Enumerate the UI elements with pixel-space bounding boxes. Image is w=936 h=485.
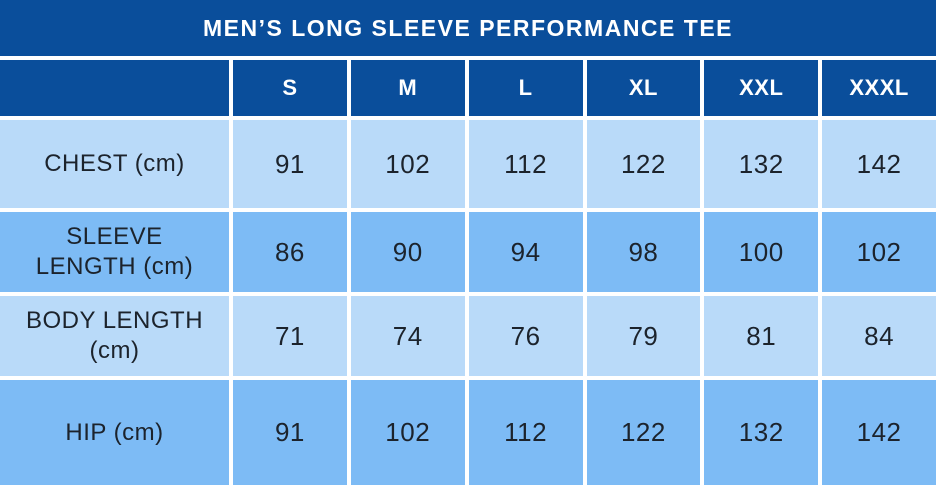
row-label-hip: HIP (cm) [0,380,229,485]
row-label-body-length: BODY LENGTH (cm) [0,296,229,376]
column-header-l: L [468,60,583,116]
body-length-xxxl-value: 84 [822,296,936,376]
body-length-l-value: 76 [468,296,583,376]
hip-xxl-value: 132 [704,380,819,485]
chest-l-value: 112 [468,120,583,208]
sleeve-length-s-value: 86 [233,212,347,292]
chart-title: MEN’S LONG SLEEVE PERFORMANCE TEE [0,0,936,56]
hip-m-value: 102 [350,380,465,485]
body-length-s-value: 71 [233,296,347,376]
body-length-xxl-value: 81 [704,296,819,376]
column-header-s: S [233,60,347,116]
column-header-m: M [350,60,465,116]
chest-xxl-value: 132 [704,120,819,208]
sleeve-length-xxl-value: 100 [704,212,819,292]
sleeve-length-l-value: 94 [468,212,583,292]
sleeve-length-m-value: 90 [350,212,465,292]
body-length-xl-value: 79 [586,296,701,376]
sleeve-length-xl-value: 98 [586,212,701,292]
hip-xxxl-value: 142 [822,380,936,485]
column-header-xxl: XXL [704,60,819,116]
column-header-xl: XL [586,60,701,116]
chest-s-value: 91 [233,120,347,208]
row-label-sleeve-length: SLEEVE LENGTH (cm) [0,212,229,292]
chest-xxxl-value: 142 [822,120,936,208]
hip-l-value: 112 [468,380,583,485]
chest-xl-value: 122 [586,120,701,208]
chest-m-value: 102 [350,120,465,208]
column-header-xxxl: XXXL [822,60,936,116]
hip-xl-value: 122 [586,380,701,485]
header-corner-cell [0,60,229,116]
hip-s-value: 91 [233,380,347,485]
row-label-chest: CHEST (cm) [0,120,229,208]
sleeve-length-xxxl-value: 102 [822,212,936,292]
body-length-m-value: 74 [350,296,465,376]
